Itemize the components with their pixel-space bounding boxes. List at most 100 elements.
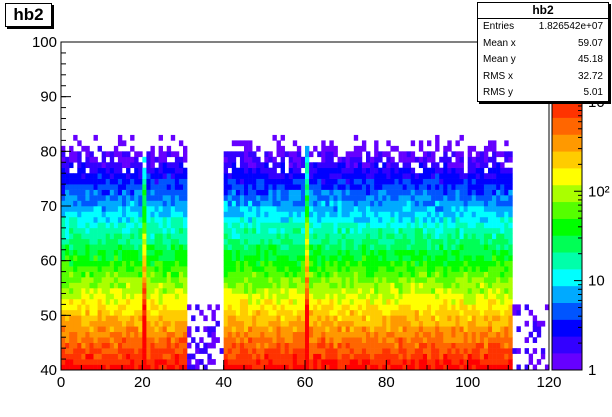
heatmap-cell <box>333 293 338 300</box>
heatmap-cell <box>113 211 119 218</box>
heatmap-cell <box>305 266 310 272</box>
heatmap-cell <box>475 320 481 327</box>
heatmap-cell <box>317 331 322 338</box>
heatmap-cell <box>178 293 184 300</box>
heatmap-cell <box>248 266 253 272</box>
heatmap-cell <box>300 298 306 305</box>
heatmap-cell <box>366 298 371 305</box>
heatmap-cell <box>61 277 66 283</box>
heatmap-cell <box>170 288 176 294</box>
heatmap-cell <box>227 173 233 179</box>
heatmap-cell <box>142 222 147 229</box>
heatmap-cell <box>150 353 155 360</box>
heatmap-cell <box>276 326 281 333</box>
heatmap-cell <box>239 304 245 311</box>
heatmap-cell <box>492 140 497 147</box>
heatmap-cell <box>109 304 115 311</box>
heatmap-cell <box>471 359 477 365</box>
heatmap-cell <box>256 178 261 185</box>
heatmap-cell <box>158 151 163 158</box>
heatmap-cell <box>174 271 180 278</box>
heatmap-cell <box>146 156 151 163</box>
heatmap-cell <box>467 233 473 240</box>
heatmap-cell <box>170 167 176 174</box>
heatmap-cell <box>349 298 355 305</box>
heatmap-cell <box>390 266 395 272</box>
heatmap-cell <box>65 162 70 169</box>
heatmap-cell <box>300 216 306 223</box>
heatmap-cell <box>300 342 306 349</box>
heatmap-cell <box>248 167 253 174</box>
heatmap-cell <box>439 288 444 294</box>
heatmap-cell <box>252 211 257 218</box>
heatmap-cell <box>418 271 424 278</box>
heatmap-cell <box>158 238 163 245</box>
heatmap-cell <box>227 195 233 201</box>
heatmap-cell <box>93 189 98 196</box>
heatmap-cell <box>483 337 489 343</box>
heatmap-cell <box>154 293 159 300</box>
heatmap-cell <box>178 249 184 256</box>
heatmap-cell <box>378 353 383 360</box>
heatmap-cell <box>305 277 310 283</box>
heatmap-cell <box>284 249 290 256</box>
heatmap-cell <box>349 189 355 196</box>
heatmap-cell <box>268 238 273 245</box>
stats-row-mean-x: Mean x 59.07 <box>478 36 608 53</box>
heatmap-cell <box>109 266 115 272</box>
heatmap-cell <box>126 211 131 218</box>
heatmap-cell <box>410 359 416 365</box>
heatmap-cell <box>170 277 176 283</box>
heatmap-cell <box>488 156 493 163</box>
heatmap-cell <box>142 320 147 327</box>
heatmap-cell <box>158 288 163 294</box>
heatmap-cell <box>443 222 448 229</box>
heatmap-cell <box>467 331 473 338</box>
heatmap-cell <box>451 211 456 218</box>
heatmap-cell <box>146 184 151 190</box>
heatmap-cell <box>366 315 371 322</box>
heatmap-cell <box>61 304 66 311</box>
heatmap-cell <box>105 353 111 360</box>
heatmap-cell <box>349 222 355 229</box>
heatmap-cell <box>422 282 428 289</box>
heatmap-cell <box>272 178 277 185</box>
heatmap-cell <box>93 309 98 316</box>
heatmap-cell <box>524 364 529 371</box>
heatmap-cell <box>321 320 326 327</box>
heatmap-cell <box>69 326 74 333</box>
heatmap-cell <box>69 304 74 311</box>
heatmap-cell <box>341 206 346 212</box>
heatmap-cell <box>235 277 241 283</box>
heatmap-cell <box>317 255 322 261</box>
heatmap-cell <box>223 167 229 174</box>
heatmap-cell <box>170 293 176 300</box>
heatmap-cell <box>77 244 82 251</box>
heatmap-cell <box>447 233 452 240</box>
heatmap-cell <box>276 162 281 169</box>
heatmap-cell <box>422 195 428 201</box>
heatmap-cell <box>239 277 245 283</box>
heatmap-cell <box>227 178 233 185</box>
heatmap-cell <box>329 293 334 300</box>
heatmap-cell <box>483 364 489 371</box>
heatmap-cell <box>337 227 342 234</box>
heatmap-cell <box>81 337 86 343</box>
heatmap-cell <box>117 353 123 360</box>
heatmap-cell <box>138 173 143 179</box>
heatmap-cell <box>431 244 436 251</box>
heatmap-cell <box>475 298 481 305</box>
heatmap-cell <box>463 331 468 338</box>
heatmap-cell <box>207 359 212 365</box>
heatmap-cell <box>459 238 464 245</box>
heatmap-cell <box>414 359 420 365</box>
heatmap-cell <box>418 238 424 245</box>
heatmap-cell <box>386 326 391 333</box>
heatmap-cell <box>361 337 367 343</box>
heatmap-cell <box>158 298 163 305</box>
heatmap-cell <box>69 309 74 316</box>
heatmap-cell <box>329 227 334 234</box>
heatmap-cell <box>410 288 416 294</box>
heatmap-cell <box>309 266 314 272</box>
heatmap-cell <box>178 266 184 272</box>
